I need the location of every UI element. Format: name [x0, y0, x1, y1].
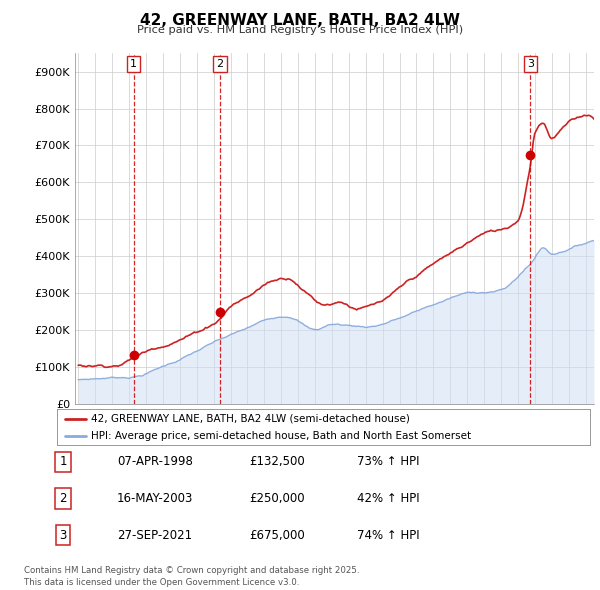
Text: 74% ↑ HPI: 74% ↑ HPI: [357, 529, 419, 542]
Text: £675,000: £675,000: [249, 529, 305, 542]
Text: 1: 1: [130, 59, 137, 69]
Text: HPI: Average price, semi-detached house, Bath and North East Somerset: HPI: Average price, semi-detached house,…: [91, 431, 470, 441]
Text: 42% ↑ HPI: 42% ↑ HPI: [357, 492, 419, 505]
Text: 3: 3: [527, 59, 534, 69]
Text: 07-APR-1998: 07-APR-1998: [117, 455, 193, 468]
Text: 2: 2: [217, 59, 223, 69]
Text: Contains HM Land Registry data © Crown copyright and database right 2025.
This d: Contains HM Land Registry data © Crown c…: [24, 566, 359, 587]
Text: 2: 2: [59, 492, 67, 505]
Text: 42, GREENWAY LANE, BATH, BA2 4LW: 42, GREENWAY LANE, BATH, BA2 4LW: [140, 13, 460, 28]
Text: 73% ↑ HPI: 73% ↑ HPI: [357, 455, 419, 468]
Text: 27-SEP-2021: 27-SEP-2021: [117, 529, 192, 542]
Text: £250,000: £250,000: [249, 492, 305, 505]
Text: Price paid vs. HM Land Registry's House Price Index (HPI): Price paid vs. HM Land Registry's House …: [137, 25, 463, 35]
Text: 42, GREENWAY LANE, BATH, BA2 4LW (semi-detached house): 42, GREENWAY LANE, BATH, BA2 4LW (semi-d…: [91, 414, 409, 424]
Text: 3: 3: [59, 529, 67, 542]
Text: 1: 1: [59, 455, 67, 468]
Text: £132,500: £132,500: [249, 455, 305, 468]
Text: 16-MAY-2003: 16-MAY-2003: [117, 492, 193, 505]
